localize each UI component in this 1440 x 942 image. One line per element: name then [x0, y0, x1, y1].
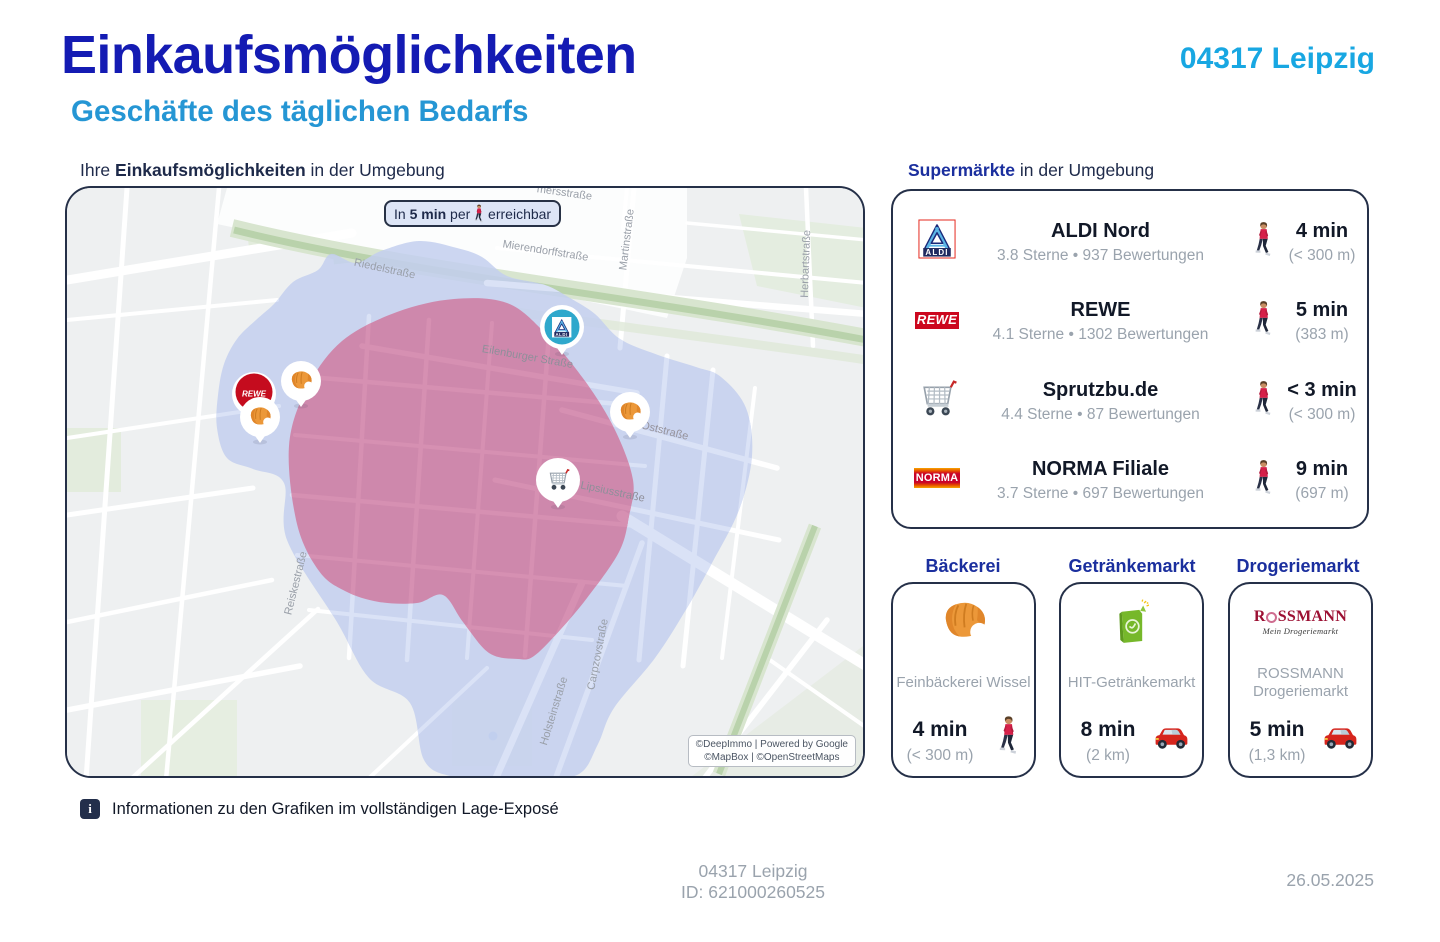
svg-text:Herbartstraße: Herbartstraße [799, 230, 813, 298]
svg-text:REWE: REWE [242, 390, 267, 399]
svg-text:ALDI: ALDI [925, 248, 948, 257]
svg-text:ALDI: ALDI [555, 332, 567, 337]
